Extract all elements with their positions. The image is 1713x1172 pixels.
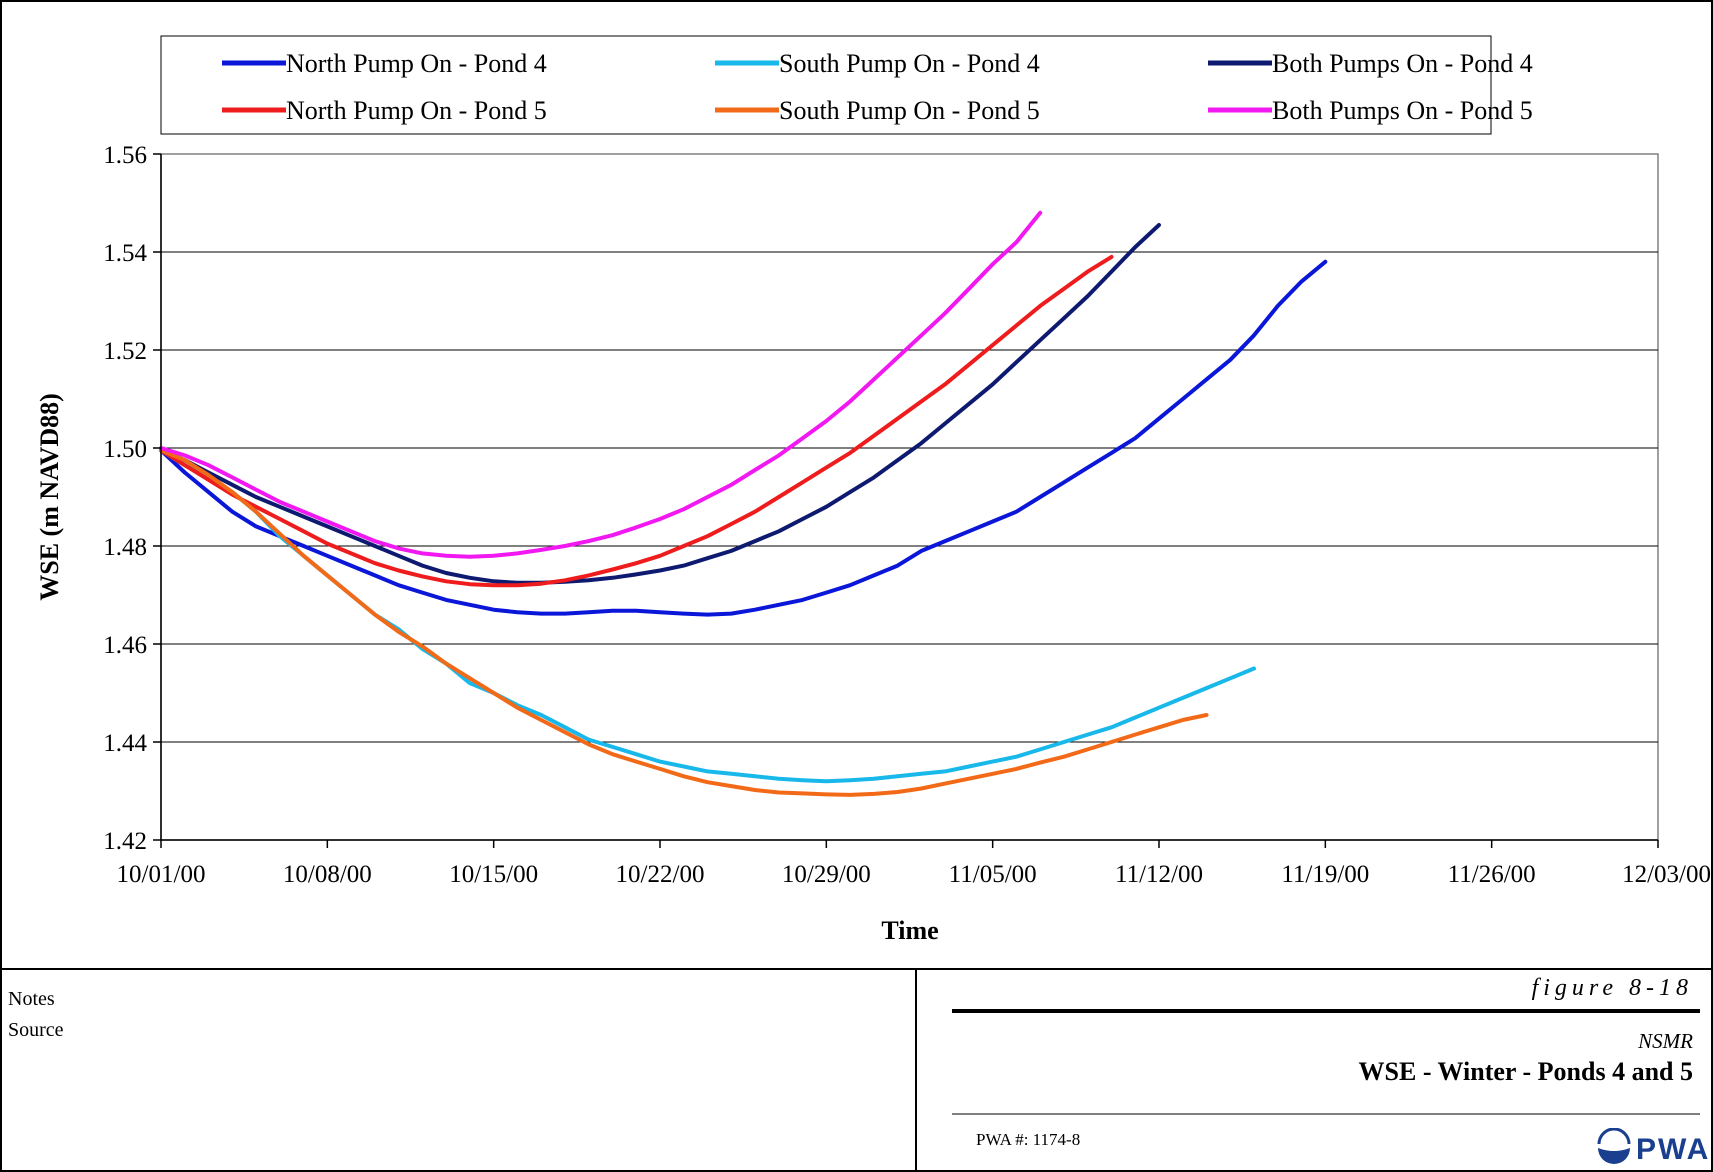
y-tick-label: 1.50	[103, 436, 147, 463]
x-tick-label: 10/15/00	[449, 861, 538, 888]
x-axis-label: Time	[881, 916, 938, 945]
x-tick-label: 11/05/00	[949, 861, 1037, 888]
pwa-logo-text: PWA	[1636, 1133, 1711, 1166]
project-name: NSMR	[1638, 1029, 1693, 1053]
legend-label: South Pump On - Pond 5	[779, 96, 1040, 125]
x-tick-label: 11/12/00	[1115, 861, 1203, 888]
notes-label: Notes	[8, 988, 55, 1010]
x-tick-label: 10/22/00	[616, 861, 705, 888]
x-tick-label: 11/19/00	[1281, 861, 1369, 888]
x-tick-label: 10/29/00	[782, 861, 871, 888]
figure-number: figure 8-18	[1531, 975, 1693, 1001]
y-tick-label: 1.48	[103, 534, 147, 561]
legend: North Pump On - Pond 4 South Pump On - Po…	[160, 35, 1533, 135]
series-line-4	[159, 254, 1114, 588]
figure-title: WSE - Winter - Ponds 4 and 5	[1358, 1057, 1693, 1086]
legend-label: North Pump On - Pond 5	[286, 96, 547, 125]
legend-label: North Pump On - Pond 4	[286, 49, 547, 78]
series-line-6	[159, 210, 1043, 559]
y-tick-label: 1.52	[103, 338, 147, 365]
legend-label: Both Pumps On - Pond 4	[1272, 49, 1533, 78]
y-tick-label: 1.54	[103, 240, 147, 267]
x-tick-label: 11/26/00	[1448, 861, 1536, 888]
plot-background	[160, 153, 1659, 841]
y-tick-label: 1.44	[103, 730, 147, 757]
x-axis-ticks: 10/01/00 10/08/00 10/15/00 10/22/00 10/29/00…	[117, 840, 1711, 888]
y-axis-ticks: 1.42 1.44 1.46 1.48 1.50 1.52 1.54 1.56	[103, 142, 161, 855]
pwa-number: PWA #: 1174-8	[976, 1130, 1081, 1149]
pwa-logo-icon	[1597, 1128, 1631, 1164]
legend-label: South Pump On - Pond 4	[779, 49, 1040, 78]
y-axis-label: WSE (m NAVD88)	[35, 393, 64, 601]
legend-items: North Pump On - Pond 4 South Pump On - Po…	[222, 49, 1533, 125]
x-tick-label: 10/01/00	[117, 861, 206, 888]
plot-area: 1.42 1.44 1.46 1.48 1.50 1.52 1.54 1.56 10/01/0…	[103, 142, 1711, 888]
series-lines	[159, 210, 1328, 797]
y-tick-label: 1.46	[103, 632, 147, 659]
x-tick-label: 10/08/00	[283, 861, 372, 888]
legend-label: Both Pumps On - Pond 5	[1272, 96, 1533, 125]
y-tick-label: 1.56	[103, 142, 147, 169]
y-tick-label: 1.42	[103, 828, 147, 855]
x-tick-label: 12/03/00	[1622, 861, 1711, 888]
legend-box	[160, 35, 1492, 135]
gridlines	[161, 251, 1658, 743]
series-line-1	[159, 259, 1328, 617]
series-line-3	[159, 223, 1161, 585]
source-label: Source	[8, 1019, 64, 1041]
series-line-5	[159, 448, 1209, 797]
